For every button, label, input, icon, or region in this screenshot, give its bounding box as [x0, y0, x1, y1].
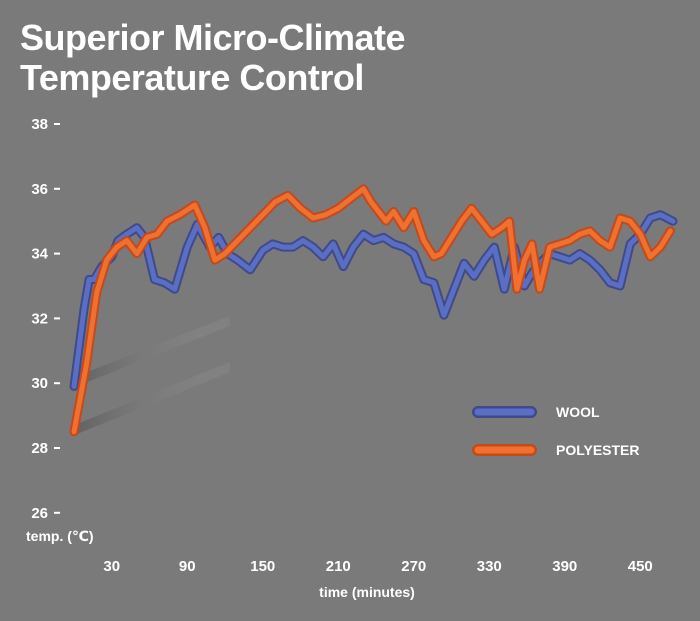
legend: WOOL POLYESTER [472, 404, 640, 458]
y-tick-label: 34 [31, 246, 48, 263]
y-axis: 26 28 30 32 34 36 38 [31, 116, 60, 522]
y-tick-label: 36 [31, 181, 48, 198]
chart-title-line-1: Superior Micro-Climate [20, 17, 406, 58]
x-tick-label: 30 [103, 558, 120, 575]
series-line-wool [71, 212, 676, 389]
x-axis-label: time (minutes) [319, 584, 415, 600]
x-tick-label: 270 [401, 558, 426, 575]
x-tick-label: 390 [552, 558, 577, 575]
x-tick-label: 330 [477, 558, 502, 575]
legend-label-wool: WOOL [556, 404, 600, 420]
series-lines [69, 184, 678, 437]
y-tick-label: 26 [31, 505, 48, 522]
x-axis: 30 90 150 210 270 330 390 450 [103, 558, 652, 575]
y-tick-label: 32 [31, 310, 48, 327]
decorative-streak-2 [72, 362, 230, 436]
y-axis-label: temp. (℃) [26, 528, 94, 544]
series-line-polyester [71, 186, 673, 435]
legend-label-polyester: POLYESTER [556, 442, 640, 458]
y-tick-label: 38 [31, 116, 48, 133]
x-tick-label: 90 [179, 558, 196, 575]
decorative-streak-1 [72, 316, 230, 388]
x-tick-label: 210 [326, 558, 351, 575]
y-tick-label: 28 [31, 440, 48, 457]
y-tick-label: 30 [31, 375, 48, 392]
chart-title: Superior Micro-Climate Temperature Contr… [20, 17, 406, 98]
x-tick-label: 450 [628, 558, 653, 575]
x-tick-label: 150 [250, 558, 275, 575]
chart-title-line-2: Temperature Control [20, 57, 364, 98]
